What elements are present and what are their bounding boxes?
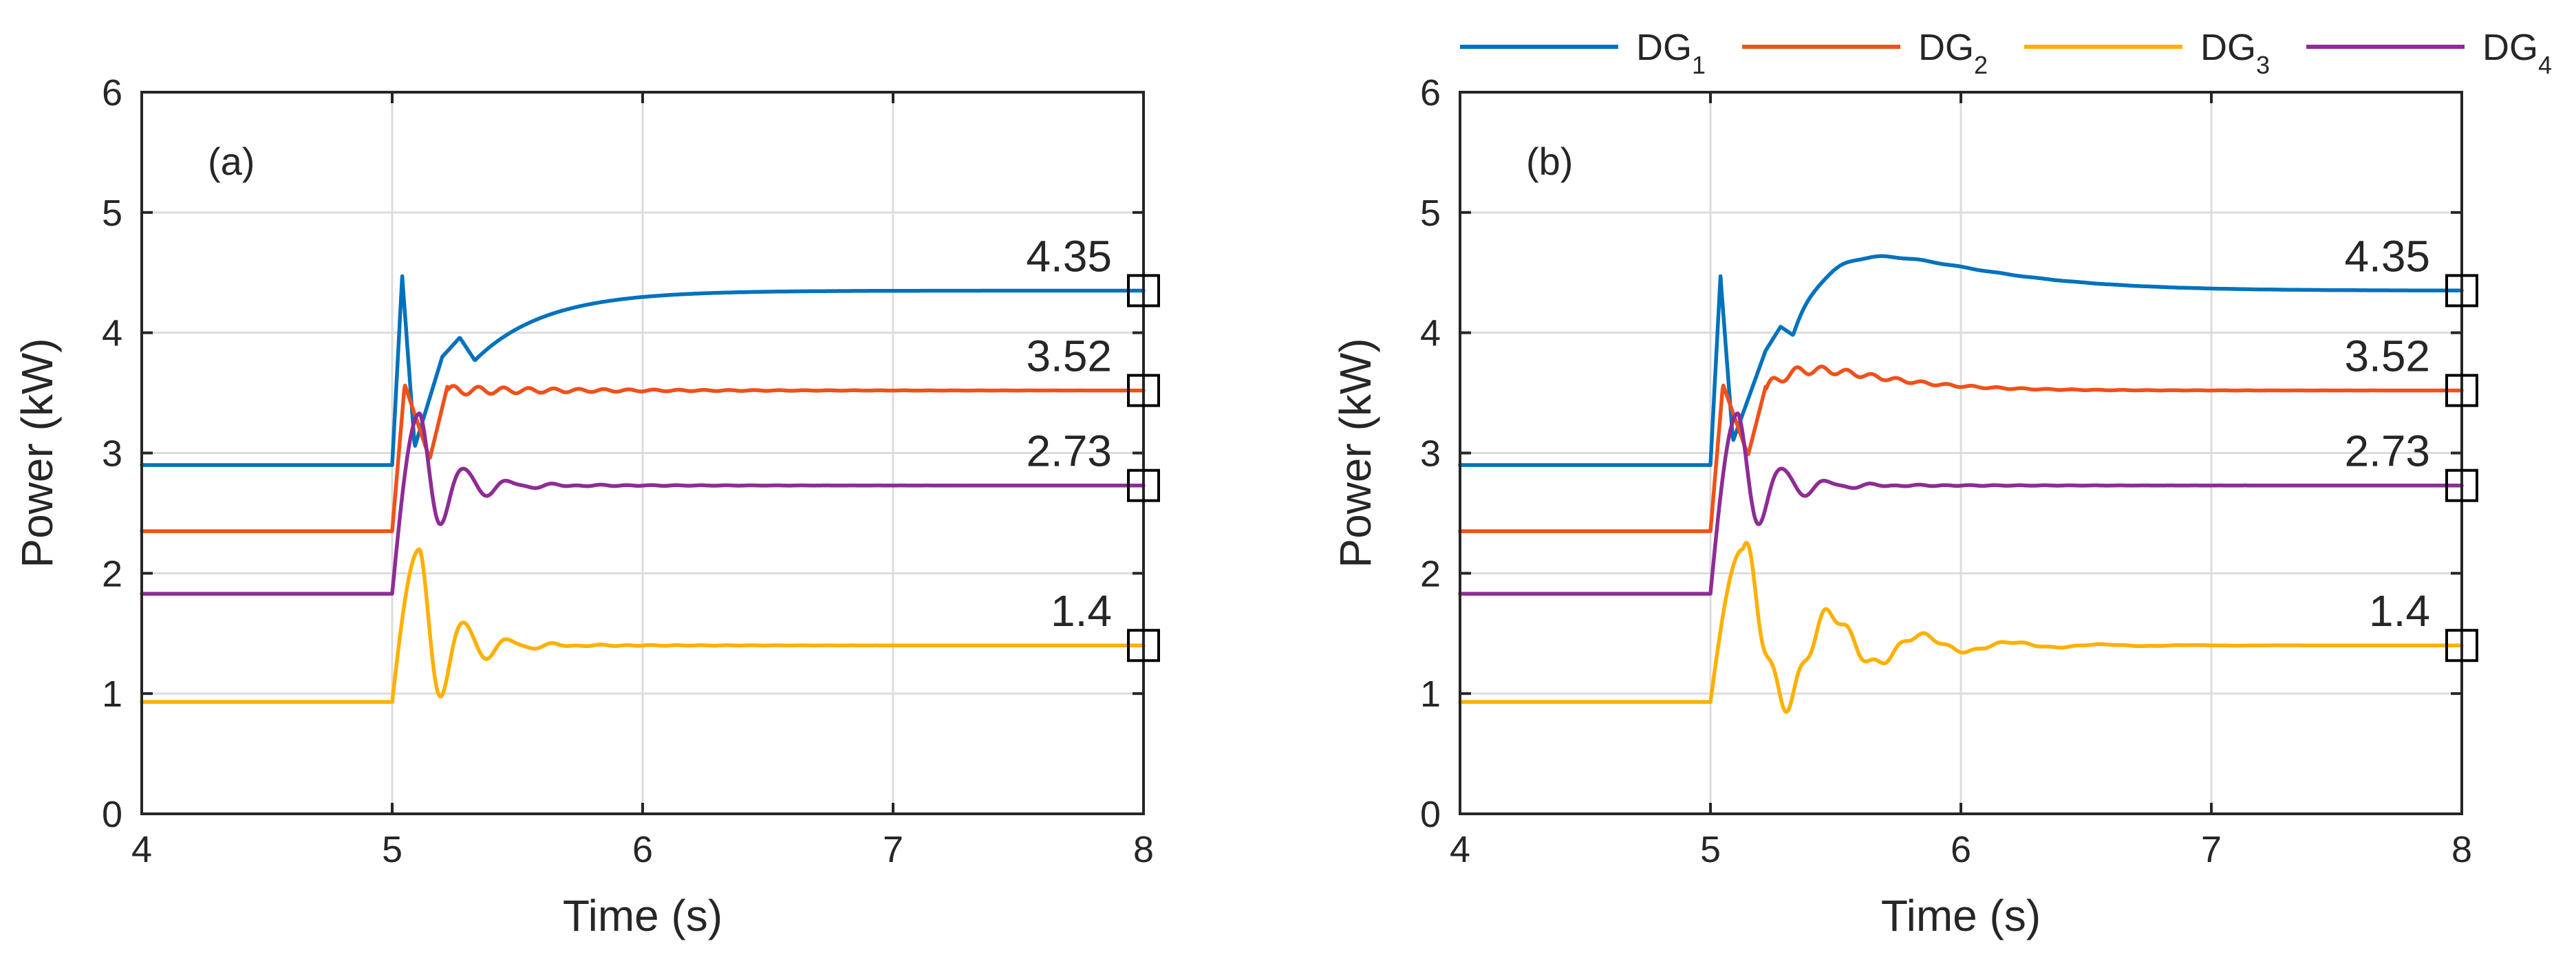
chart-panel-1: 4 5 6 7 8 0 1 2 3 4 5 6 Time (s) Power (kW) (a) 4.35 3.5…	[12, 72, 1160, 940]
y-tick-label: 1	[102, 673, 122, 715]
legend-entry-dg4: DG4	[2306, 27, 2552, 79]
panel-label: (a)	[208, 140, 255, 183]
series-line-dg1	[140, 274, 1146, 467]
y-axis-label: Power (kW)	[12, 338, 62, 568]
series-line-dg1	[1458, 254, 2464, 467]
legend-subscript: 3	[2256, 51, 2270, 79]
legend-subscript: 1	[1692, 51, 1706, 79]
x-tick-label: 6	[1951, 829, 1971, 870]
y-tick-label: 0	[102, 794, 122, 835]
series-line-dg3	[1458, 541, 2464, 714]
y-axis-label: Power (kW)	[1331, 338, 1380, 568]
data-marker	[1127, 374, 1160, 407]
legend-label: DG3	[2200, 27, 2270, 79]
data-marker	[1127, 629, 1160, 662]
x-tick-label: 8	[1133, 829, 1154, 870]
y-tick-label: 3	[1420, 433, 1441, 475]
data-marker	[2445, 374, 2478, 407]
x-axis-label: Time (s)	[563, 891, 722, 940]
value-annotation: 4.35	[2344, 231, 2430, 281]
legend-entry-dg1: DG1	[1460, 27, 1706, 79]
y-tick-label: 6	[102, 72, 122, 114]
value-annotation: 4.35	[1026, 231, 1112, 281]
x-axis-label: Time (s)	[1881, 891, 2041, 940]
y-tick-label: 5	[1420, 193, 1441, 234]
y-tick-label: 2	[102, 553, 122, 594]
value-annotation: 2.73	[1026, 427, 1112, 476]
x-tick-label: 7	[2201, 829, 2222, 870]
legend-label: DG4	[2482, 27, 2552, 79]
x-tick-label: 4	[131, 829, 152, 870]
value-annotation: 2.73	[2344, 427, 2430, 476]
legend-subscript: 2	[1974, 51, 1988, 79]
y-tick-label: 6	[1420, 72, 1441, 114]
series-line-dg2	[1458, 365, 2464, 533]
data-marker	[1127, 274, 1160, 308]
y-tick-label: 4	[1420, 313, 1441, 354]
y-tick-label: 3	[102, 433, 122, 475]
y-tick-label: 4	[102, 313, 122, 354]
data-marker	[2445, 468, 2478, 502]
y-tick-label: 0	[1420, 794, 1441, 835]
panel-label: (b)	[1526, 140, 1573, 183]
legend-entry-dg3: DG3	[2024, 27, 2270, 79]
x-tick-label: 7	[883, 829, 903, 870]
x-tick-label: 5	[382, 829, 402, 870]
chart-panel-2: 4 5 6 7 8 0 1 2 3 4 5 6 Time (s) Power (kW) (b) 4.35 3.5…	[1331, 72, 2478, 940]
series-line-dg4	[1458, 411, 2464, 596]
value-annotation: 3.52	[2344, 332, 2430, 381]
y-tick-label: 1	[1420, 673, 1441, 715]
x-tick-label: 4	[1450, 829, 1470, 870]
data-marker	[1127, 468, 1160, 502]
y-tick-label: 2	[1420, 553, 1441, 594]
legend-label: DG2	[1918, 27, 1988, 79]
series-line-dg3	[140, 547, 1146, 704]
series-line-dg4	[140, 411, 1146, 596]
x-tick-label: 6	[632, 829, 653, 870]
legend: DG1 DG2 DG3 DG4	[1460, 27, 2552, 79]
y-tick-label: 5	[102, 193, 122, 234]
legend-label: DG1	[1636, 27, 1706, 79]
value-annotation: 3.52	[1026, 332, 1112, 381]
value-annotation: 1.4	[2369, 586, 2430, 636]
x-tick-label: 8	[2451, 829, 2472, 870]
data-marker	[2445, 274, 2478, 308]
legend-subscript: 4	[2538, 51, 2552, 79]
data-marker	[2445, 629, 2478, 662]
x-tick-label: 5	[1700, 829, 1721, 870]
legend-entry-dg2: DG2	[1742, 27, 1988, 79]
value-annotation: 1.4	[1051, 586, 1112, 636]
series-line-dg2	[140, 383, 1146, 533]
